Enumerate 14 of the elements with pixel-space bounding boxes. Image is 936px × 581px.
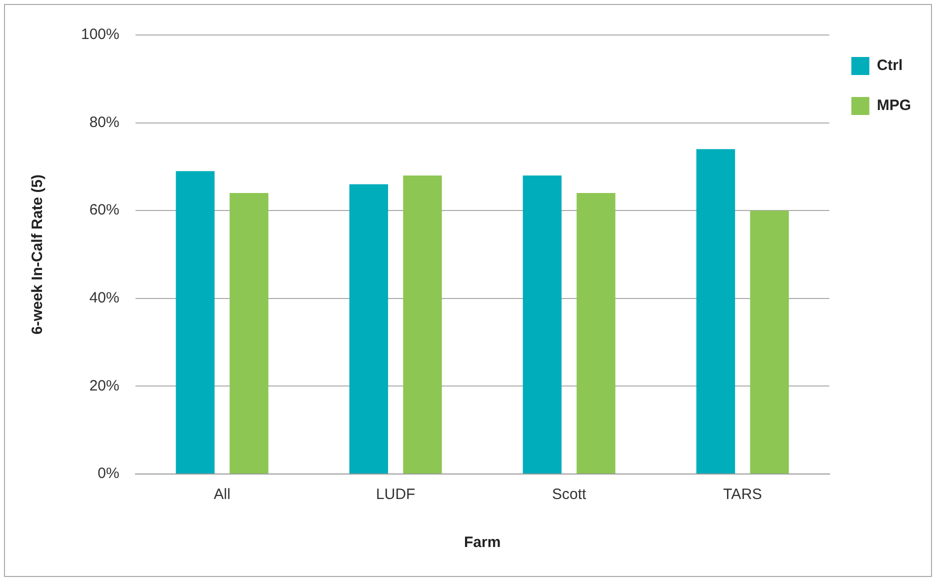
y-tick-label: 20%	[89, 377, 120, 394]
x-tick-label: TARS	[723, 486, 762, 504]
y-axis-title: 6-week In-Calf Rate (5)	[29, 174, 46, 335]
y-tick-label: 40%	[89, 290, 120, 307]
x-tick-label: All	[214, 486, 230, 504]
y-tick-label: 80%	[89, 114, 120, 131]
legend-label: MPG	[876, 97, 912, 114]
y-tick-label: 60%	[89, 202, 120, 219]
legend-label: Ctrl	[876, 57, 903, 74]
y-tick-label: 100%	[80, 26, 120, 44]
y-tick-label: 0%	[98, 465, 120, 482]
x-axis-title: Farm	[464, 534, 501, 552]
x-tick-label: LUDF	[376, 486, 416, 504]
x-tick-label: Scott	[552, 486, 588, 504]
